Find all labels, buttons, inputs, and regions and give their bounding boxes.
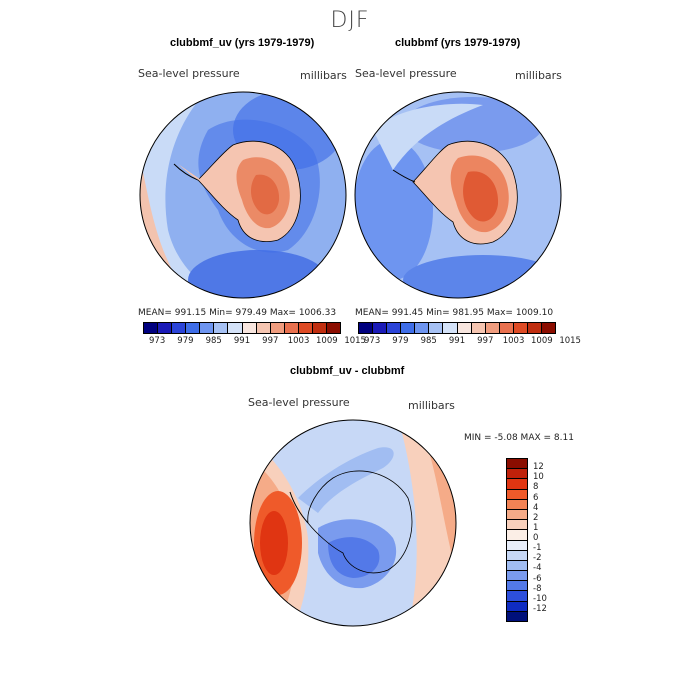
- diff-colorbar-swatch: [507, 601, 527, 612]
- colorbar-swatch: [242, 323, 257, 333]
- diff-colorbar-swatch: [507, 520, 527, 531]
- diff-colorbar-tick-label: -8: [533, 583, 542, 594]
- diff-panel-map: [249, 419, 457, 627]
- diff-colorbar-swatch: [507, 611, 527, 621]
- colorbar-swatch: [312, 323, 328, 333]
- colorbar-swatch: [144, 323, 159, 333]
- diff-colorbar-tick-label: -12: [533, 603, 547, 614]
- diff-colorbar-tick-label: 0: [533, 533, 539, 543]
- diff-colorbar-tick-label: 6: [533, 492, 539, 503]
- colorbar-swatch: [284, 323, 299, 333]
- colorbar-swatch: [513, 323, 528, 333]
- diff-colorbar-swatch: [507, 499, 527, 510]
- colorbar-swatch: [401, 323, 416, 333]
- colorbar-swatch: [158, 323, 173, 333]
- colorbar-swatch: [387, 323, 402, 333]
- colorbar-tick-label: 991: [448, 336, 466, 346]
- colorbar-tick-label: 1009: [316, 336, 338, 346]
- diff-colorbar-swatch: [507, 581, 527, 592]
- panel-2-stats: MEAN= 991.45 Min= 981.95 Max= 1009.10: [355, 308, 554, 318]
- diff-colorbar-tick-label: 12: [533, 462, 544, 473]
- panel-1-stats: MEAN= 991.15 Min= 979.49 Max= 1006.33: [138, 308, 337, 318]
- diff-colorbar-swatch: [507, 469, 527, 480]
- diff-colorbar: [506, 458, 528, 622]
- diff-colorbar-tick-label: 8: [533, 482, 539, 493]
- diff-colorbar-swatch: [507, 530, 527, 541]
- panel-1-map: [139, 91, 347, 299]
- diff-colorbar-swatch: [507, 591, 527, 602]
- diff-colorbar-tick-label: -1: [533, 543, 542, 554]
- diff-colorbar-swatch: [507, 489, 527, 500]
- colorbar-swatch: [485, 323, 500, 333]
- colorbar-tick-label: 997: [262, 336, 279, 346]
- colorbar-swatch: [214, 323, 229, 333]
- diff-colorbar-tick-label: 1: [533, 522, 539, 533]
- colorbar-swatch: [373, 323, 388, 333]
- colorbar-tick-label: 973: [364, 336, 381, 346]
- panel-2-map: [354, 91, 562, 299]
- panel-1-variable-label: Sea-level pressure: [138, 67, 240, 80]
- panel-2-colorbar: [358, 322, 556, 334]
- diff-panel-variable-label: Sea-level pressure: [248, 396, 350, 409]
- panel-1-title: clubbmf_uv (yrs 1979-1979): [170, 37, 315, 49]
- diff-colorbar-ticks: 12 10 8 6 4 2 1 0 -1 -2 -4 -6 -8 -10 -12: [533, 458, 573, 622]
- colorbar-tick-label: 997: [477, 336, 494, 346]
- diff-panel-stats: MIN = -5.08 MAX = 8.11: [464, 433, 574, 443]
- diff-colorbar-tick-label: 4: [533, 502, 539, 513]
- colorbar-tick-label: 1009: [531, 336, 553, 346]
- colorbar-tick-label: 985: [420, 336, 437, 346]
- diff-panel-units-label: millibars: [408, 399, 455, 412]
- panel-2-colorbar-ticks: 973 979 985 991 997 1003 1009 1015: [358, 336, 581, 348]
- colorbar-swatch: [270, 323, 285, 333]
- colorbar-swatch: [228, 323, 243, 333]
- colorbar-swatch: [186, 323, 201, 333]
- diff-colorbar-swatch: [507, 550, 527, 561]
- panel-1-units-label: millibars: [300, 69, 347, 82]
- diff-colorbar-swatch: [507, 540, 527, 551]
- diff-colorbar-tick-label: -10: [533, 593, 547, 604]
- colorbar-swatch: [359, 323, 374, 333]
- diff-colorbar-tick-label: -6: [533, 573, 542, 584]
- diff-panel-title: clubbmf_uv - clubbmf: [290, 365, 405, 377]
- colorbar-tick-label: 991: [233, 336, 251, 346]
- diff-colorbar-tick-label: 2: [533, 512, 539, 523]
- panel-2-title: clubbmf (yrs 1979-1979): [395, 37, 521, 49]
- colorbar-swatch: [200, 323, 215, 333]
- colorbar-tick-label: 985: [205, 336, 222, 346]
- panel-2-variable-label: Sea-level pressure: [355, 67, 457, 80]
- colorbar-swatch: [327, 323, 341, 333]
- colorbar-swatch: [499, 323, 514, 333]
- colorbar-swatch: [457, 323, 472, 333]
- diff-colorbar-swatch: [507, 509, 527, 521]
- diff-colorbar-swatch: [507, 560, 527, 572]
- panel-1-colorbar-ticks: 973 979 985 991 997 1003 1009 1015: [143, 336, 366, 348]
- diff-colorbar-swatch: [507, 479, 527, 490]
- panel-1-colorbar: [143, 322, 341, 334]
- figure-title: DJF: [330, 8, 370, 33]
- colorbar-tick-label: 1003: [287, 336, 310, 346]
- colorbar-tick-label: 1015: [559, 336, 581, 346]
- colorbar-swatch: [256, 323, 271, 333]
- diff-colorbar-tick-label: -4: [533, 563, 542, 574]
- colorbar-tick-label: 1003: [502, 336, 525, 346]
- diff-colorbar-tick-label: -2: [533, 553, 542, 564]
- colorbar-swatch: [471, 323, 486, 333]
- colorbar-swatch: [542, 323, 556, 333]
- colorbar-tick-label: 1015: [344, 336, 366, 346]
- diff-colorbar-swatch: [507, 459, 527, 470]
- colorbar-swatch: [172, 323, 187, 333]
- colorbar-swatch: [415, 323, 430, 333]
- diff-colorbar-swatch: [507, 571, 527, 582]
- colorbar-tick-label: 979: [177, 336, 194, 346]
- colorbar-tick-label: 973: [149, 336, 166, 346]
- panel-2-units-label: millibars: [515, 69, 562, 82]
- colorbar-tick-label: 979: [392, 336, 409, 346]
- diff-colorbar-tick-label: 10: [533, 472, 544, 483]
- colorbar-swatch: [527, 323, 543, 333]
- colorbar-swatch: [298, 323, 313, 333]
- colorbar-swatch: [429, 323, 444, 333]
- colorbar-swatch: [443, 323, 458, 333]
